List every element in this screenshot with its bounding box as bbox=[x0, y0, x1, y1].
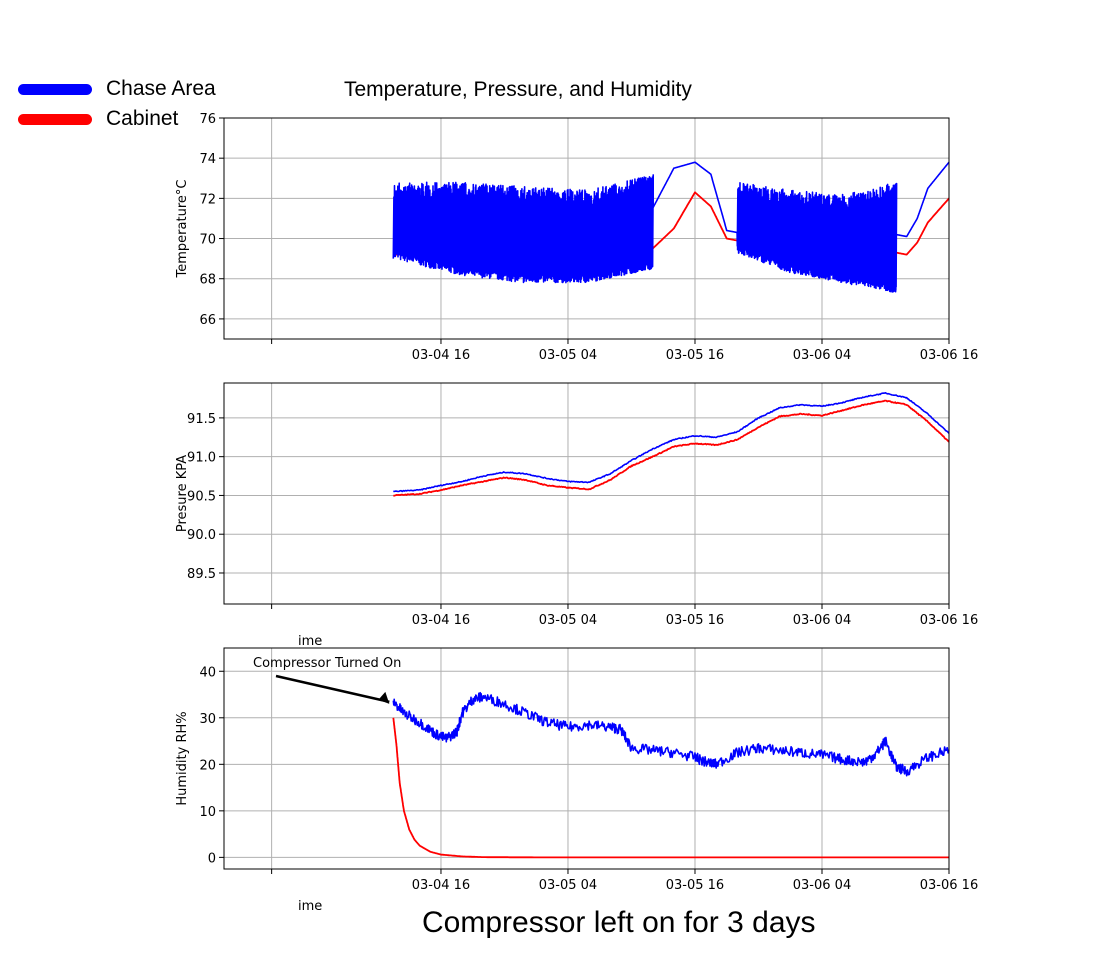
legend-label-chase-area: Chase Area bbox=[106, 77, 216, 100]
series-line-chase-area bbox=[392, 691, 950, 777]
x-tick-label: 03-06 04 bbox=[793, 613, 851, 628]
legend-label-cabinet: Cabinet bbox=[106, 107, 179, 130]
y-tick-label: 70 bbox=[199, 233, 216, 248]
series-line-chase-area bbox=[393, 392, 950, 493]
y-tick-label: 74 bbox=[199, 152, 216, 167]
series-line-cabinet bbox=[393, 399, 950, 497]
x-tick-label: 03-06 04 bbox=[793, 348, 851, 363]
x-tick-label: 03-06 04 bbox=[793, 878, 851, 893]
legend-item-chase-area: Chase Area bbox=[18, 74, 216, 104]
figure-caption: Compressor left on for 3 days bbox=[422, 906, 816, 939]
x-tick-label: 03-06 16 bbox=[920, 878, 978, 893]
x-tick-label: 03-05 16 bbox=[666, 613, 724, 628]
x-axis-label: ime bbox=[298, 634, 322, 649]
y-axis-label: Presure KPA bbox=[175, 455, 190, 532]
x-tick-label: 03-04 16 bbox=[412, 613, 470, 628]
y-tick-label: 68 bbox=[199, 273, 216, 288]
y-tick-label: 89.5 bbox=[187, 567, 216, 582]
series-line-chase-area bbox=[392, 161, 950, 293]
y-tick-label: 66 bbox=[199, 313, 216, 328]
annotation-arrow bbox=[275, 674, 390, 704]
axes-frame bbox=[223, 647, 950, 870]
axes-frame bbox=[223, 117, 950, 340]
x-tick-label: 03-05 16 bbox=[666, 348, 724, 363]
annotation-arrowhead bbox=[378, 691, 390, 704]
axes-frame bbox=[223, 382, 950, 605]
x-tick-label: 03-06 16 bbox=[920, 348, 978, 363]
legend-swatch-chase-area bbox=[18, 83, 92, 95]
x-tick-label: 03-04 16 bbox=[412, 878, 470, 893]
y-tick-label: 90.5 bbox=[187, 489, 216, 504]
y-axis-label: Temperature°C bbox=[175, 180, 190, 279]
x-tick-label: 03-04 16 bbox=[412, 348, 470, 363]
figure-title: Temperature, Pressure, and Humidity bbox=[344, 78, 692, 101]
y-tick-label: 91.5 bbox=[187, 412, 216, 427]
series-line-cabinet bbox=[392, 717, 949, 859]
x-tick-label: 03-05 04 bbox=[539, 613, 597, 628]
legend: Chase Area Cabinet bbox=[18, 74, 216, 134]
y-tick-label: 0 bbox=[208, 851, 216, 866]
y-tick-label: 30 bbox=[199, 712, 216, 727]
x-axis-label: ime bbox=[298, 899, 322, 914]
legend-item-cabinet: Cabinet bbox=[18, 104, 216, 134]
y-tick-label: 91.0 bbox=[187, 451, 216, 466]
annotation-text: Compressor Turned On bbox=[253, 656, 401, 671]
y-tick-label: 40 bbox=[199, 665, 216, 680]
x-tick-label: 03-05 04 bbox=[539, 348, 597, 363]
y-axis-label: Humidity RH% bbox=[175, 711, 190, 805]
y-tick-label: 20 bbox=[199, 758, 216, 773]
legend-swatch-cabinet bbox=[18, 113, 92, 125]
x-tick-label: 03-05 16 bbox=[666, 878, 724, 893]
x-tick-label: 03-05 04 bbox=[539, 878, 597, 893]
y-tick-label: 10 bbox=[199, 805, 216, 820]
x-tick-label: 03-06 16 bbox=[920, 613, 978, 628]
y-tick-label: 76 bbox=[199, 112, 216, 127]
y-tick-label: 72 bbox=[199, 192, 216, 207]
y-tick-label: 90.0 bbox=[187, 528, 216, 543]
